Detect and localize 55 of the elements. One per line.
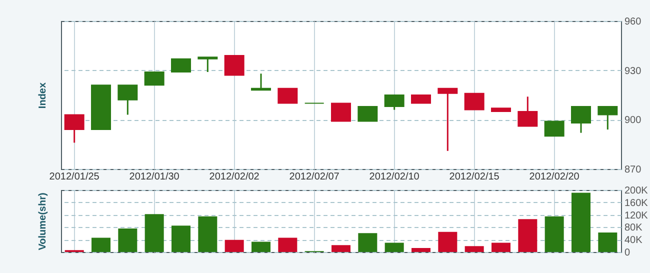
bar bbox=[144, 214, 164, 252]
y-tick-label: 40K bbox=[624, 235, 643, 246]
candlestick bbox=[224, 55, 244, 76]
x-tick-label: 2012/02/20 bbox=[529, 172, 580, 182]
x-tick-label: 2012/02/07 bbox=[289, 172, 340, 182]
x-tick-label: 2012/02/02 bbox=[209, 172, 260, 182]
bar bbox=[492, 242, 510, 252]
x-tick-label: 2012/02/15 bbox=[449, 172, 500, 182]
bar bbox=[278, 238, 298, 252]
bar bbox=[384, 242, 404, 252]
candlestick bbox=[251, 72, 271, 91]
candlestick bbox=[118, 84, 138, 116]
bar bbox=[438, 232, 458, 252]
bar bbox=[92, 238, 110, 252]
candlestick bbox=[198, 56, 218, 73]
y-tick-label: 900 bbox=[624, 115, 642, 126]
y-tick-label: 930 bbox=[624, 66, 642, 77]
bar bbox=[464, 246, 484, 252]
bar bbox=[332, 245, 350, 252]
bar bbox=[172, 226, 190, 252]
y-tick-label: 200K bbox=[624, 186, 648, 196]
bar bbox=[572, 192, 590, 252]
bar bbox=[118, 228, 138, 252]
y-tick-label: 870 bbox=[624, 164, 642, 176]
bar bbox=[358, 233, 378, 252]
candlestick bbox=[64, 114, 84, 144]
bar bbox=[598, 232, 618, 252]
y-tick-label: 0 bbox=[624, 248, 630, 258]
y-tick-label: 120K bbox=[624, 210, 648, 222]
candlestick bbox=[438, 88, 458, 152]
candlestick bbox=[384, 94, 404, 111]
y-axis-title: Volume(shr) bbox=[38, 192, 48, 250]
candlestick bbox=[171, 58, 191, 72]
x-tick-label: 2012/01/25 bbox=[49, 172, 100, 182]
candlestick bbox=[464, 92, 484, 110]
y-tick-label: 160K bbox=[624, 198, 648, 209]
y-axis-title: Index bbox=[38, 82, 48, 109]
bar bbox=[252, 242, 270, 252]
y-tick-label: 80K bbox=[624, 222, 643, 234]
candlestick bbox=[331, 102, 351, 122]
candlestick bbox=[544, 120, 564, 137]
bar bbox=[544, 216, 564, 252]
candlestick bbox=[571, 106, 591, 134]
candlestick bbox=[598, 106, 618, 130]
bar bbox=[518, 219, 538, 252]
bar bbox=[412, 248, 430, 252]
x-tick-label: 2012/01/30 bbox=[129, 172, 180, 182]
y-tick-label: 960 bbox=[624, 16, 642, 28]
x-tick-label: 2012/02/10 bbox=[369, 172, 420, 182]
candlestick bbox=[518, 96, 538, 127]
bar bbox=[224, 240, 244, 252]
bar bbox=[198, 216, 218, 252]
candlestick bbox=[278, 88, 298, 104]
candlestick bbox=[358, 106, 378, 122]
candlestick bbox=[144, 71, 164, 86]
